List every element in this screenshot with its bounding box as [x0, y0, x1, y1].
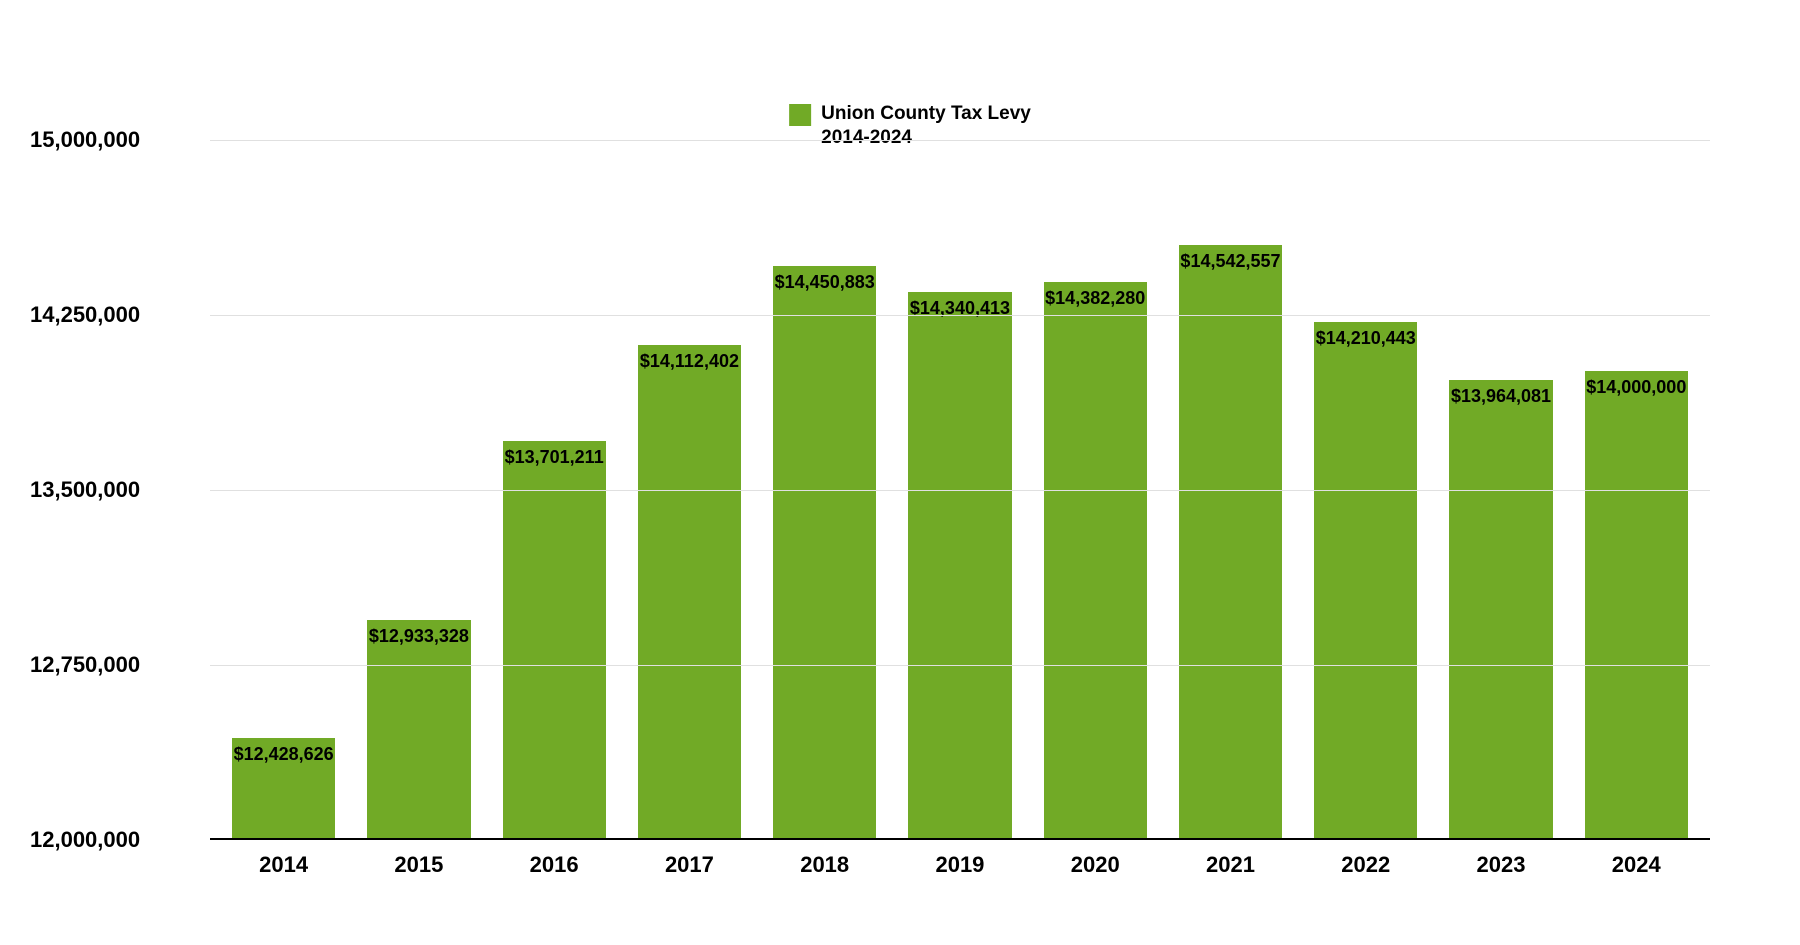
- bar-value-label: $14,000,000: [1586, 377, 1686, 398]
- bar-slot: $12,428,6262014: [232, 140, 335, 838]
- tax-levy-bar-chart: Union County Tax Levy 2014-2024 $12,428,…: [90, 60, 1730, 900]
- x-tick-label: 2021: [1206, 852, 1255, 878]
- bar: $12,428,626: [232, 738, 335, 838]
- bar: $14,210,443: [1314, 322, 1417, 838]
- bar-slot: $14,000,0002024: [1585, 140, 1688, 838]
- bar-value-label: $14,450,883: [775, 272, 875, 293]
- gridline: [210, 665, 1710, 666]
- y-tick-label: 12,000,000: [30, 827, 190, 853]
- y-tick-label: 14,250,000: [30, 302, 190, 328]
- y-tick-label: 15,000,000: [30, 127, 190, 153]
- bar-slot: $14,542,5572021: [1179, 140, 1282, 838]
- bar: $14,340,413: [908, 292, 1011, 838]
- bar-slot: $14,382,2802020: [1044, 140, 1147, 838]
- y-tick-label: 13,500,000: [30, 477, 190, 503]
- bar-value-label: $12,428,626: [234, 744, 334, 765]
- bar-slot: $14,450,8832018: [773, 140, 876, 838]
- legend-line1: Union County Tax Levy: [821, 102, 1031, 126]
- bar-slot: $13,964,0812023: [1449, 140, 1552, 838]
- bar: $13,701,211: [503, 441, 606, 838]
- bar: $12,933,328: [367, 620, 470, 838]
- legend-swatch: [789, 104, 811, 126]
- bar-value-label: $14,542,557: [1180, 251, 1280, 272]
- bar-value-label: $13,964,081: [1451, 386, 1551, 407]
- x-tick-label: 2018: [800, 852, 849, 878]
- x-tick-label: 2014: [259, 852, 308, 878]
- bar-value-label: $14,112,402: [640, 351, 739, 372]
- bar: $14,450,883: [773, 266, 876, 838]
- y-tick-label: 12,750,000: [30, 652, 190, 678]
- bars-container: $12,428,6262014 $12,933,3282015 $13,701,21…: [210, 140, 1710, 838]
- bar: $14,112,402: [638, 345, 741, 838]
- gridline: [210, 490, 1710, 491]
- gridline: [210, 315, 1710, 316]
- x-tick-label: 2022: [1341, 852, 1390, 878]
- x-tick-label: 2017: [665, 852, 714, 878]
- bar-slot: $12,933,3282015: [367, 140, 470, 838]
- bar: $14,000,000: [1585, 371, 1688, 838]
- bar-slot: $13,701,2112016: [503, 140, 606, 838]
- bar-value-label: $14,382,280: [1045, 288, 1145, 309]
- plot-area: $12,428,6262014 $12,933,3282015 $13,701,21…: [210, 140, 1710, 840]
- bar: $14,382,280: [1044, 282, 1147, 838]
- x-tick-label: 2024: [1612, 852, 1661, 878]
- x-tick-label: 2016: [530, 852, 579, 878]
- bar-slot: $14,340,4132019: [908, 140, 1011, 838]
- bar-value-label: $13,701,211: [505, 447, 604, 468]
- bar: $13,964,081: [1449, 380, 1552, 838]
- bar-value-label: $12,933,328: [369, 626, 469, 647]
- bar-slot: $14,210,4432022: [1314, 140, 1417, 838]
- bar: $14,542,557: [1179, 245, 1282, 838]
- bar-slot: $14,112,4022017: [638, 140, 741, 838]
- x-tick-label: 2019: [935, 852, 984, 878]
- gridline: [210, 140, 1710, 141]
- bar-value-label: $14,210,443: [1316, 328, 1416, 349]
- x-tick-label: 2015: [394, 852, 443, 878]
- x-tick-label: 2023: [1477, 852, 1526, 878]
- x-tick-label: 2020: [1071, 852, 1120, 878]
